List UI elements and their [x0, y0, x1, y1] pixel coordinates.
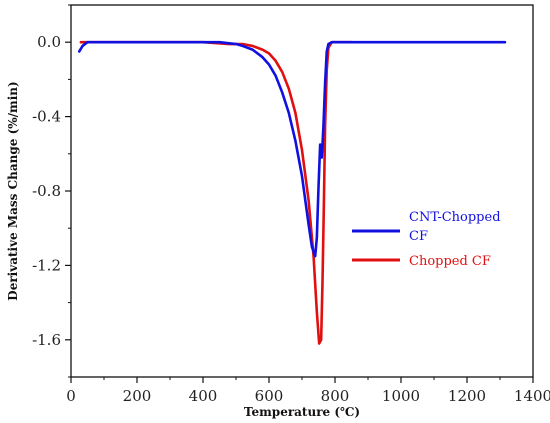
x-tick-label: 400: [189, 387, 218, 405]
legend: CNT-Chopped CF Chopped CF: [352, 210, 501, 269]
x-tick-label: 600: [255, 387, 284, 405]
x-axis: 0 200 400 600 800 1000 1200 1400: [66, 377, 550, 405]
x-tick-label: 1200: [448, 387, 486, 405]
x-tick-label: 200: [123, 387, 152, 405]
series-line-chopped-cf: [79, 40, 353, 345]
x-axis-title: Temperature (℃): [244, 405, 360, 419]
y-tick-label: -0.4: [32, 108, 61, 126]
y-axis-title: Derivative Mass Change (%/min): [6, 81, 20, 300]
legend-label-chopped-cf: Chopped CF: [409, 254, 491, 269]
series-line-cnt-chopped-cf: [77, 40, 507, 258]
legend-label-cnt-chopped-cf-line1: CNT-Chopped: [409, 210, 501, 225]
y-tick-label: -1.6: [32, 331, 61, 349]
series-layer: [77, 40, 507, 345]
x-tick-label: 1400: [514, 387, 550, 405]
legend-label-cnt-chopped-cf-line2: CF: [409, 229, 428, 244]
x-tick-label: 800: [321, 387, 350, 405]
y-axis: 0.0 -0.4 -0.8 -1.2 -1.6: [32, 4, 71, 378]
y-tick-label: -0.8: [32, 182, 61, 200]
x-tick-label: 0: [66, 387, 76, 405]
y-tick-label: 0.0: [37, 33, 61, 51]
y-tick-label: -1.2: [32, 256, 61, 274]
plot-frame: [70, 4, 534, 378]
x-tick-label: 1000: [382, 387, 420, 405]
